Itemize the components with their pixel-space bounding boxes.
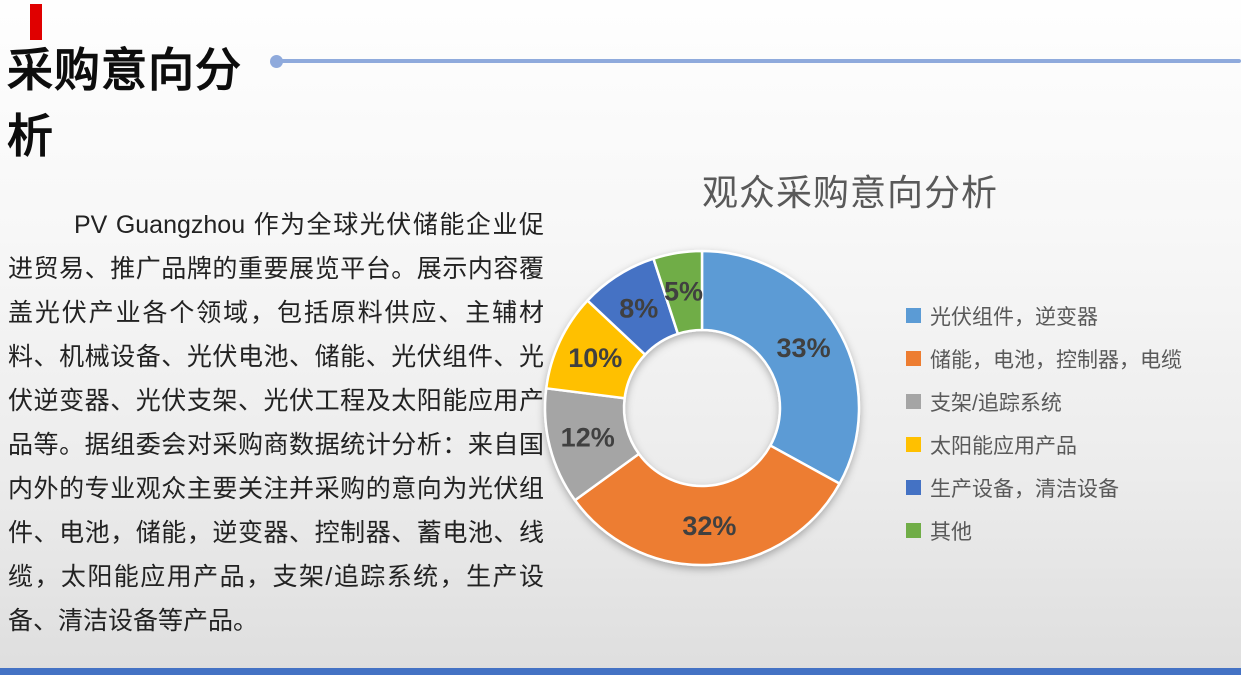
legend-color-swatch (906, 351, 921, 366)
legend-item: 光伏组件，逆变器 (906, 294, 1182, 337)
legend-color-swatch (906, 394, 921, 409)
legend-item: 支架/追踪系统 (906, 380, 1182, 423)
legend-item-label: 太阳能应用产品 (930, 434, 1077, 458)
body-paragraph: PV Guangzhou 作为全球光伏储能企业促进贸易、推广品牌的重要展览平台。… (8, 211, 544, 635)
donut-chart: 33% 32% 12% 10% 8%5% (543, 249, 861, 567)
legend-item-label: 储能，电池，控制器，电缆 (930, 348, 1182, 372)
legend-color-swatch (906, 308, 921, 323)
legend-color-swatch (906, 480, 921, 495)
donut-slice-label: 12% (561, 422, 615, 452)
title-divider-line (279, 59, 1241, 63)
legend-item: 太阳能应用产品 (906, 423, 1182, 466)
donut-slice-label: 33% (777, 333, 831, 363)
donut-slice-1 (700, 249, 861, 485)
legend-color-swatch (906, 437, 921, 452)
legend-item-label: 支架/追踪系统 (930, 391, 1062, 415)
legend-item: 储能，电池，控制器，电缆 (906, 337, 1182, 380)
legend-item-label: 光伏组件，逆变器 (930, 305, 1098, 329)
donut-slice-label: 32% (682, 511, 736, 541)
donut-slices (543, 249, 861, 567)
chart-legend: 光伏组件，逆变器储能，电池，控制器，电缆 支架/追踪系统 太阳能应用产品生产设备，清… (906, 294, 1182, 552)
legend-item: 生产设备，清洁设备 (906, 466, 1182, 509)
donut-slice-labels: 33% 32% 12% 10% 8%5% (561, 276, 831, 540)
title-line-dot-icon (270, 55, 283, 68)
donut-slice-label: 5% (664, 276, 703, 306)
legend-item: 其他 (906, 509, 1182, 552)
page-title: 采购意向分析 (7, 44, 242, 162)
donut-slice-label: 10% (568, 343, 622, 373)
donut-slice-2 (573, 444, 841, 567)
donut-slice-6 (652, 249, 704, 336)
legend-item-label: 生产设备，清洁设备 (930, 477, 1119, 501)
title-accent-red-bar (30, 4, 42, 40)
footer-accent-bar (0, 668, 1241, 675)
legend-color-swatch (906, 523, 921, 538)
chart-title: 观众采购意向分析 (701, 172, 998, 213)
donut-slice-label: 8% (619, 293, 658, 323)
legend-item-label: 其他 (930, 520, 972, 544)
